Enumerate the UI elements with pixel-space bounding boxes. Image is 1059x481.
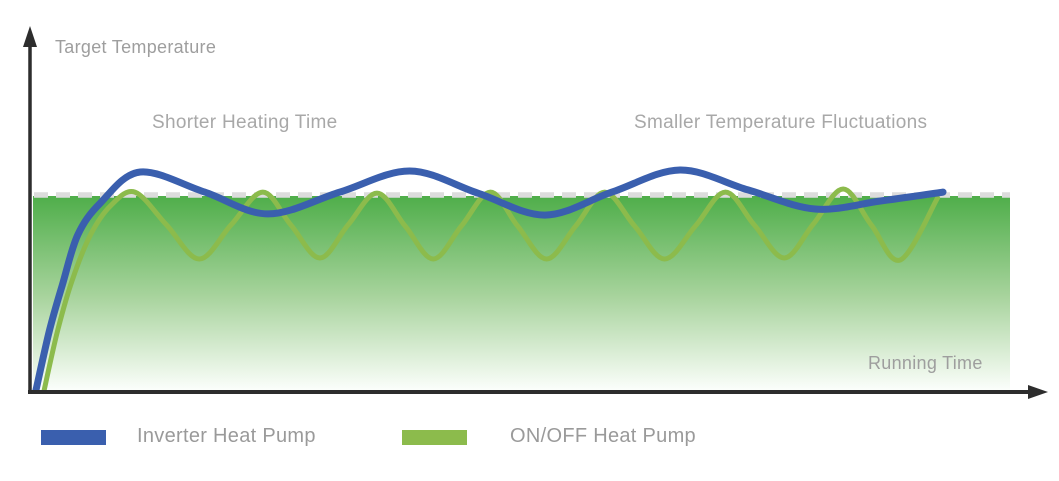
y-axis-arrow-icon <box>23 26 37 47</box>
target-zone-fill <box>33 196 1010 392</box>
legend-label-inverter: Inverter Heat Pump <box>137 425 316 447</box>
x-axis-label: Running Time <box>868 353 983 373</box>
legend-label-onoff: ON/OFF Heat Pump <box>510 425 696 447</box>
legend-item-onoff: ON/OFF Heat Pump <box>402 419 696 448</box>
annotation-shorter-heating-time: Shorter Heating Time <box>152 112 338 133</box>
y-axis-label: Target Temperature <box>55 37 217 57</box>
y-axis <box>23 26 37 394</box>
legend-item-inverter: Inverter Heat Pump <box>41 419 316 448</box>
inverter-color-swatch <box>41 430 106 445</box>
onoff-heat-pump-curve <box>41 186 941 393</box>
x-axis <box>28 385 1048 399</box>
inverter-heat-pump-curve <box>32 166 947 394</box>
onoff-color-swatch <box>402 430 467 445</box>
x-axis-arrow-icon <box>1028 385 1048 399</box>
annotation-smaller-fluctuations: Smaller Temperature Fluctuations <box>634 112 928 133</box>
legend: Inverter Heat Pump ON/OFF Heat Pump <box>0 419 1059 453</box>
